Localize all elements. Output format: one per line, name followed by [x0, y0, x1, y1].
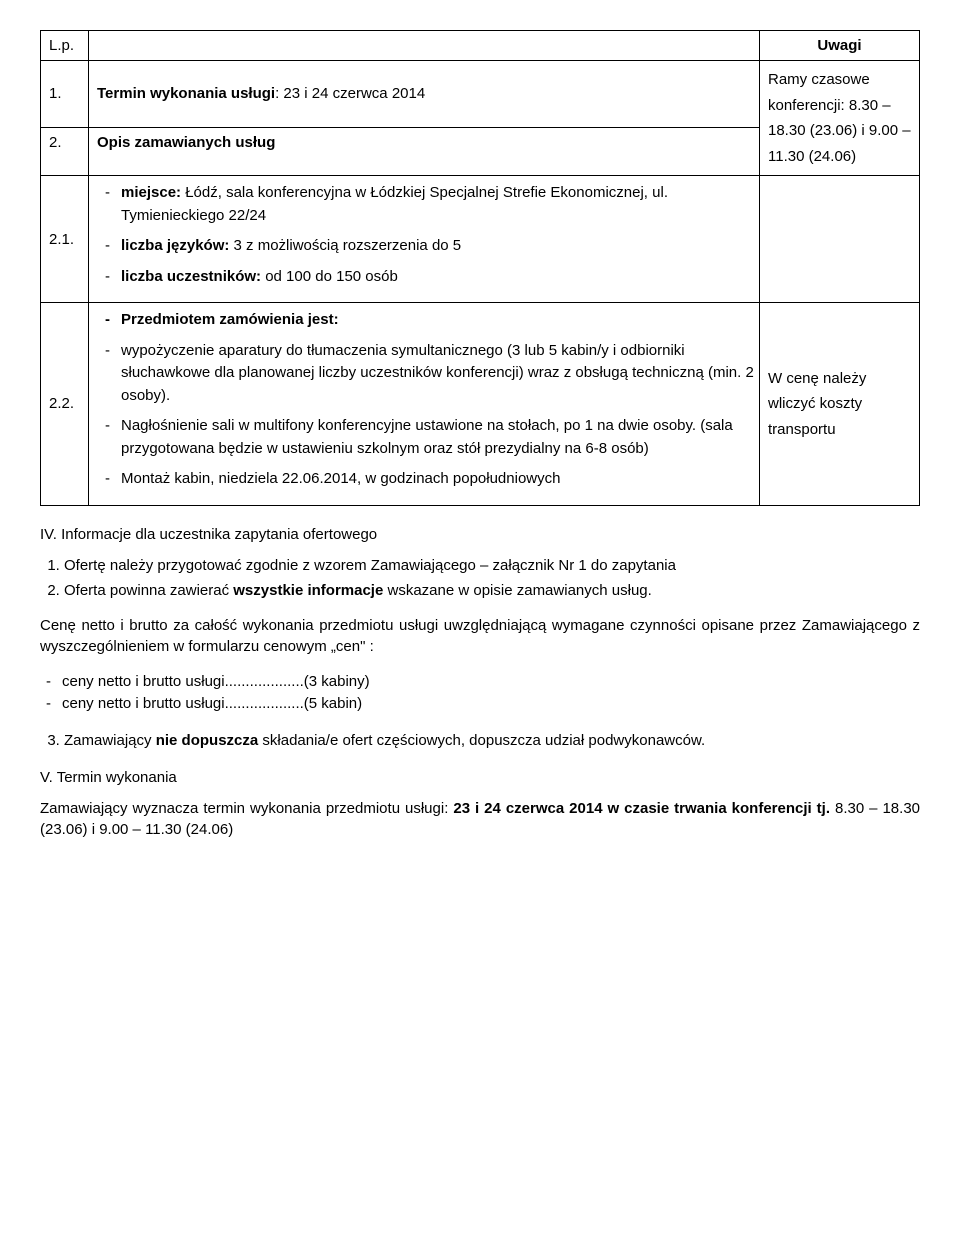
section4-list1-item1: Ofertę należy przygotować zgodnie z wzor… [64, 555, 920, 576]
row21-lp: 2.1. [41, 176, 89, 303]
uwagi-line4: 11.30 (24.06) [768, 144, 911, 170]
row21-item2-rest: 3 z możliwością rozszerzenia do 5 [234, 237, 462, 254]
s5-b: 23 i 24 czerwca 2014 w czasie trwania ko… [453, 800, 830, 817]
price1: ceny netto i brutto usługi..............… [40, 671, 920, 694]
row22-item2: wypożyczenie aparatury do tłumaczenia sy… [93, 340, 755, 408]
header-lp: L.p. [41, 31, 89, 61]
uwagi-line2: konferencji: 8.30 – [768, 93, 911, 119]
row22-uwagi-line2: wliczyć koszty [768, 391, 911, 417]
section4-list1-item2: Oferta powinna zawierać wszystkie inform… [64, 580, 920, 601]
row21-item2: liczba języków: 3 z możliwością rozszerz… [93, 235, 755, 258]
s4-i3-c: składania/e ofert częściowych, dopuszcza… [258, 732, 705, 749]
section5-title: V. Termin wykonania [40, 769, 920, 786]
s4-i2-c: wskazane w opisie zamawianych usług. [383, 582, 651, 599]
row21-item1: miejsce: Łódź, sala konferencyjna w Łódz… [93, 182, 755, 227]
row21-item3-prefix: liczba uczestników: [121, 268, 265, 285]
row21-mid: miejsce: Łódź, sala konferencyjna w Łódz… [89, 176, 760, 303]
row1-mid-suffix: : 23 i 24 czerwca 2014 [275, 85, 425, 102]
row21-uwagi [760, 176, 920, 303]
s5-a: Zamawiający wyznacza termin wykonania pr… [40, 800, 453, 817]
section4-list2-item3: Zamawiający nie dopuszcza składania/e of… [64, 730, 920, 751]
section4-price-list: ceny netto i brutto usługi..............… [40, 671, 920, 716]
main-table: L.p. Uwagi 1. Termin wykonania usługi: 2… [40, 30, 920, 506]
header-uwagi: Uwagi [760, 31, 920, 61]
section4-para1: Cenę netto i brutto za całość wykonania … [40, 615, 920, 657]
s4-i3-b: nie dopuszcza [156, 732, 259, 749]
row22-mid: Przedmiotem zamówienia jest: wypożyczeni… [89, 303, 760, 506]
row1-uwagi: Ramy czasowe konferencji: 8.30 – 18.30 (… [760, 61, 920, 176]
s4-i2-a: Oferta powinna zawierać [64, 582, 233, 599]
row22-uwagi: W cenę należy wliczyć koszty transportu [760, 303, 920, 506]
row22-item4: Montaż kabin, niedziela 22.06.2014, w go… [93, 468, 755, 491]
row22-lp: 2.2. [41, 303, 89, 506]
row22-uwagi-line3: transportu [768, 417, 911, 443]
row21-item2-prefix: liczba języków: [121, 237, 234, 254]
row22-item1: Przedmiotem zamówienia jest: [93, 309, 755, 332]
row1-lp: 1. [41, 61, 89, 128]
price2: ceny netto i brutto usługi..............… [40, 693, 920, 716]
row2-mid: Opis zamawianych usług [89, 127, 760, 175]
row1-mid-prefix: Termin wykonania usługi [97, 85, 275, 102]
uwagi-line3: 18.30 (23.06) i 9.00 – [768, 118, 911, 144]
s4-i2-b: wszystkie informacje [233, 582, 383, 599]
header-empty [89, 31, 760, 61]
row1-mid: Termin wykonania usługi: 23 i 24 czerwca… [89, 61, 760, 128]
section4-list2: Zamawiający nie dopuszcza składania/e of… [40, 730, 920, 751]
uwagi-line1: Ramy czasowe [768, 67, 911, 93]
section5-para: Zamawiający wyznacza termin wykonania pr… [40, 798, 920, 840]
row21-item1-prefix: miejsce: [121, 184, 185, 201]
row22-item3: Nagłośnienie sali w multifony konferency… [93, 415, 755, 460]
row22-uwagi-line1: W cenę należy [768, 366, 911, 392]
row21-item3-rest: od 100 do 150 osób [265, 268, 398, 285]
s4-i3-a: Zamawiający [64, 732, 156, 749]
section4-list1: Ofertę należy przygotować zgodnie z wzor… [40, 555, 920, 601]
section4-title: IV. Informacje dla uczestnika zapytania … [40, 526, 920, 543]
row21-item1-rest: Łódź, sala konferencyjna w Łódzkiej Spec… [121, 184, 668, 224]
row2-lp: 2. [41, 127, 89, 175]
row21-item3: liczba uczestników: od 100 do 150 osób [93, 266, 755, 289]
